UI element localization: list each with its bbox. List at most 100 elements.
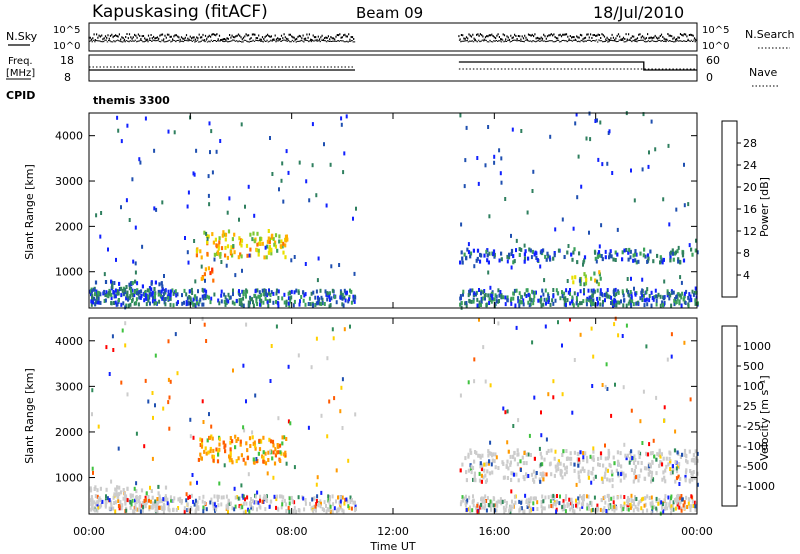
velocity-echo-cell (460, 500, 463, 505)
power-echo-cell (160, 281, 163, 286)
velocity-echo-cell (231, 439, 234, 444)
velocity-echo-cell (664, 468, 667, 473)
velocity-echo-cell (275, 324, 278, 329)
velocity-echo-cell (608, 497, 610, 502)
power-echo-cell (232, 292, 234, 297)
freq-label-2: [MHz] (6, 68, 35, 79)
power-echo-cell (282, 199, 285, 204)
velocity-echo-cell (504, 508, 507, 512)
velocity-echo-cell (614, 316, 617, 321)
power-echo-cell (498, 258, 501, 263)
power-echo-cell (200, 276, 203, 281)
power-echo-cell (512, 254, 515, 259)
velocity-echo-cell (492, 496, 495, 501)
power-echo-cell (268, 245, 271, 249)
power-echo-cell (233, 301, 236, 306)
power-echo-cell (132, 259, 135, 264)
power-echo-cell (131, 292, 134, 297)
power-echo-cell (504, 302, 507, 307)
velocity-echo-cell (208, 412, 210, 417)
velocity-echo-cell (144, 495, 147, 500)
power-echo-cell (111, 285, 114, 290)
velocity-echo-cell (587, 504, 590, 509)
power-echo-cell (292, 303, 295, 308)
velocity-echo-cell (692, 470, 695, 474)
velocity-echo-cell (669, 506, 672, 511)
velocity-echo-cell (512, 504, 515, 509)
power-echo-cell (606, 294, 609, 299)
velocity-echo-cell (114, 487, 117, 492)
power-echo-cell (584, 274, 587, 279)
velocity-echo-cell (129, 500, 132, 505)
velocity-echo-cell (105, 494, 107, 499)
velocity-echo-cell (691, 473, 694, 478)
velocity-echo-cell (692, 453, 695, 457)
power-echo-cell (540, 297, 543, 302)
velocity-echo-cell (513, 494, 516, 499)
power-echo-cell (215, 149, 218, 154)
velocity-echo-cell (683, 340, 686, 345)
power-echo-cell (127, 297, 129, 302)
velocity-echo-cell (591, 384, 594, 388)
velocity-echo-cell (579, 469, 582, 474)
velocity-echo-cell (141, 500, 144, 505)
power-echo-cell (552, 256, 555, 261)
power-echo-cell (212, 278, 215, 283)
velocity-echo-cell (606, 387, 609, 391)
velocity-echo-cell (311, 497, 314, 502)
power-echo-cell (259, 236, 262, 241)
power-echo-cell (270, 248, 273, 253)
velocity-echo-cell (99, 486, 102, 491)
y-tick-label: 2000 (55, 426, 83, 439)
velocity-echo-cell (565, 449, 568, 453)
power-echo-cell (120, 293, 123, 298)
velocity-echo-cell (532, 507, 535, 512)
velocity-echo-cell (350, 498, 353, 502)
velocity-echo-cell (469, 505, 471, 510)
velocity-echo-cell (126, 486, 129, 491)
velocity-echo-cell (628, 460, 631, 465)
velocity-echo-cell (685, 458, 688, 463)
power-echo-cell (300, 295, 303, 299)
power-echo-cell (478, 288, 480, 292)
power-echo-cell (554, 298, 557, 303)
velocity-echo-cell (646, 508, 649, 513)
power-echo-cell (131, 281, 134, 286)
power-echo-cell (512, 260, 515, 265)
power-echo-cell (225, 298, 228, 303)
velocity-echo-cell (480, 497, 482, 502)
velocity-echo-cell (575, 503, 577, 508)
power-echo-cell (116, 302, 119, 307)
velocity-echo-cell (94, 494, 97, 499)
power-echo-cell (533, 291, 536, 295)
power-echo-cell (203, 230, 206, 235)
power-echo-cell (467, 250, 471, 255)
velocity-echo-cell (217, 448, 220, 453)
power-echo-cell (551, 298, 554, 303)
velocity-echo-cell (121, 503, 124, 508)
power-echo-cell (681, 291, 684, 296)
velocity-echo-cell (678, 501, 681, 506)
power-echo-cell (680, 303, 683, 308)
power-echo-cell (598, 272, 601, 277)
velocity-echo-cell (329, 509, 332, 514)
power-echo-cell (95, 292, 98, 297)
velocity-echo-cell (565, 494, 568, 499)
power-echo-cell (267, 236, 270, 241)
power-echo-cell (293, 255, 296, 259)
velocity-echo-cell (670, 354, 673, 359)
velocity-echo-cell (104, 504, 107, 509)
velocity-echo-cell (629, 502, 632, 507)
power-echo-cell (585, 136, 588, 141)
power-echo-cell (480, 299, 483, 304)
velocity-echo-cell (287, 505, 290, 510)
velocity-echo-cell (484, 503, 487, 508)
velocity-echo-cell (601, 508, 604, 513)
power-echo-cell (341, 292, 344, 297)
power-echo-cell (485, 249, 488, 254)
power-echo-cell (139, 160, 142, 165)
power-echo-cell (488, 301, 491, 305)
velocity-echo-cell (307, 425, 310, 430)
power-echo-cell (225, 301, 228, 305)
power-echo-cell (510, 301, 513, 306)
